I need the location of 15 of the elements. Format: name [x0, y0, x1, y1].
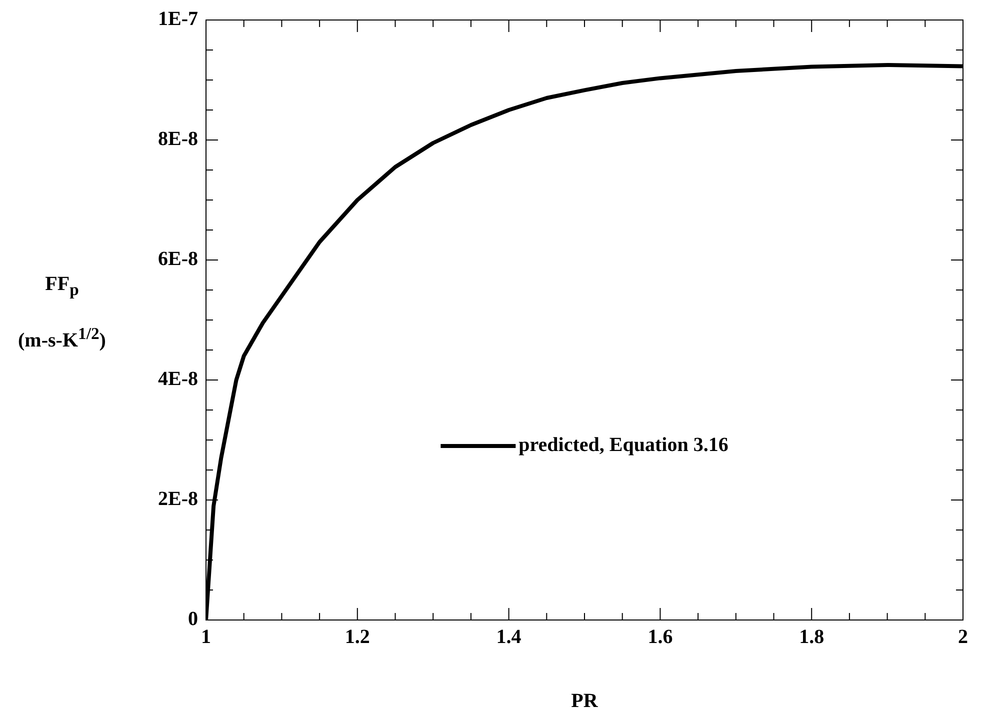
x-tick-label: 2 — [958, 626, 968, 648]
y-tick-label: 2E-8 — [158, 488, 198, 510]
x-tick-label: 1.8 — [799, 626, 824, 648]
x-tick-label: 1 — [201, 626, 211, 648]
x-tick-label: 1.2 — [344, 626, 370, 648]
y-tick-label: 4E-8 — [158, 368, 198, 390]
y-tick-label: 1E-7 — [158, 8, 198, 30]
y-tick-label: 8E-8 — [158, 128, 198, 150]
x-tick-label: 1.4 — [496, 626, 522, 648]
legend-label: predicted, Equation 3.16 — [518, 434, 728, 456]
x-axis-title: PR — [571, 690, 598, 712]
y-tick-label: 0 — [188, 608, 198, 630]
x-tick-label: 1.6 — [648, 626, 673, 648]
y-tick-label: 6E-8 — [158, 248, 198, 270]
text: FF$_{p}$ (m-s-K$^{1/2}$) — [18, 273, 106, 352]
